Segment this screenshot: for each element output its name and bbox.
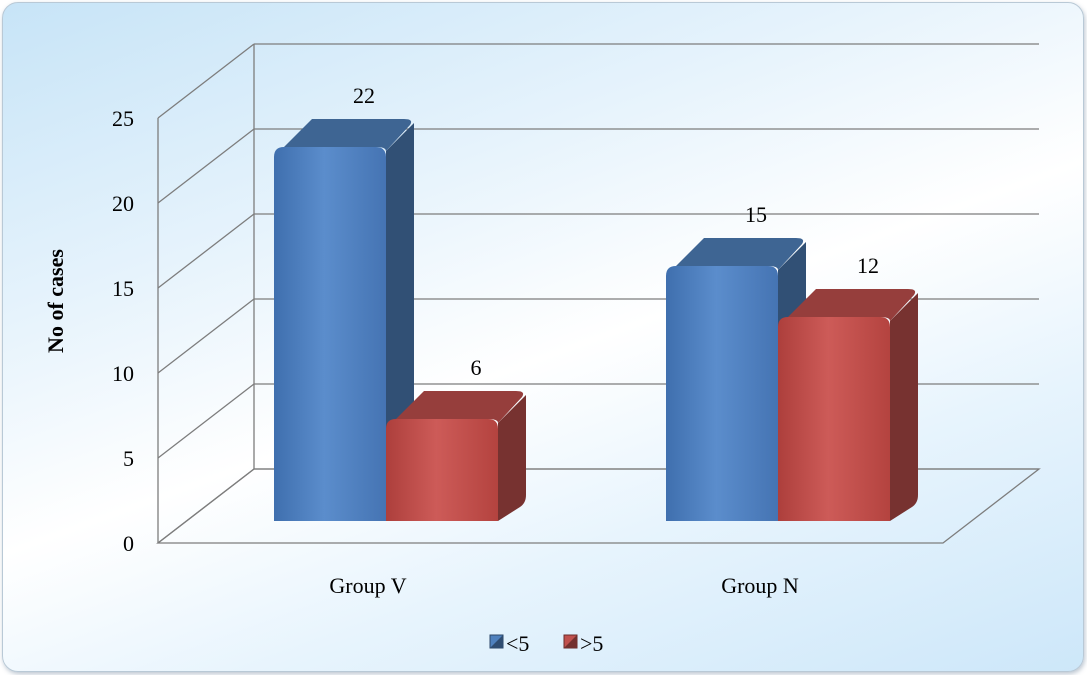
- y-tick-label: 10: [112, 361, 134, 386]
- legend-swatch-shade: [490, 635, 503, 648]
- y-tick-label: 25: [112, 106, 134, 131]
- x-tick-label: Group N: [721, 573, 799, 598]
- legend-label: >5: [580, 631, 603, 656]
- bar-front: [666, 266, 778, 521]
- bar-front: [778, 317, 890, 521]
- y-tick-label: 0: [123, 531, 134, 556]
- wall-gridline-20: [157, 128, 255, 204]
- wall-gridline-5: [157, 383, 255, 459]
- data-label: 15: [745, 202, 767, 227]
- legend-label: <5: [506, 631, 529, 656]
- x-tick-label: Group V: [329, 573, 406, 598]
- bar-top: [676, 238, 804, 270]
- bar-group-v-series-1: [386, 391, 526, 521]
- chart-bars: [274, 119, 918, 521]
- legend-item-1: >5: [563, 631, 603, 656]
- legend-item-0: <5: [489, 631, 529, 656]
- chart-labels: 22 6 Group V 15 12 Group N: [329, 83, 879, 598]
- y-tick-label: 15: [112, 276, 134, 301]
- data-label: 12: [857, 253, 879, 278]
- y-axis-title: No of cases: [43, 249, 68, 353]
- bar-side: [890, 293, 918, 521]
- bar-top: [396, 391, 524, 423]
- data-label: 22: [353, 83, 375, 108]
- wall-gridline-25: [157, 43, 255, 119]
- wall-gridline-10: [157, 298, 255, 374]
- data-label: 6: [471, 355, 482, 380]
- wall-gridline-15: [157, 213, 255, 289]
- chart-legend: <5 >5: [489, 631, 603, 656]
- bar-front: [274, 147, 386, 521]
- bar-chart: 0 5 10 15 20 25 No of cases 22 6 Group V 15 12 Grou…: [43, 43, 1041, 656]
- bar-front: [386, 419, 498, 521]
- legend-swatch-shade: [564, 635, 577, 648]
- y-tick-label: 5: [123, 446, 134, 471]
- y-tick-label: 20: [112, 191, 134, 216]
- bar-group-n-series-1: [778, 289, 918, 521]
- chart-axes: 0 5 10 15 20 25 No of cases: [43, 44, 1041, 556]
- chart-floor: [156, 468, 1041, 544]
- bar-side: [498, 395, 526, 521]
- bar-top: [788, 289, 916, 321]
- bar-top: [284, 119, 412, 151]
